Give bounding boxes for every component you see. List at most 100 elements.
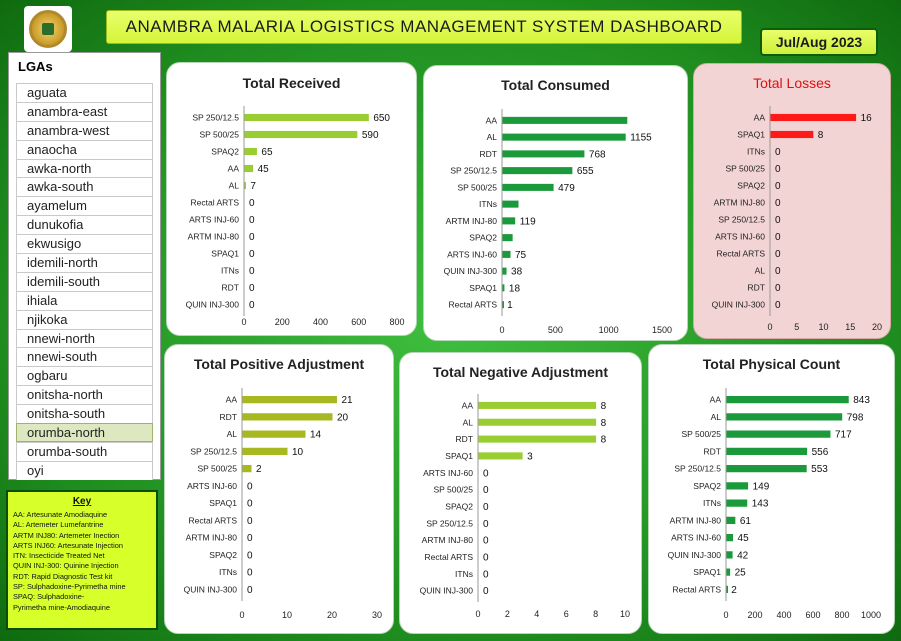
total-received-title: Total Received: [242, 75, 341, 91]
lga-item-orumba-north[interactable]: orumba-north: [16, 423, 153, 442]
data-label: 3: [527, 451, 533, 462]
key-line: AA: Artesunate Amodiaquine: [13, 510, 108, 519]
data-label: 479: [558, 183, 575, 194]
data-label: 8: [601, 418, 607, 429]
category-label: Rectal ARTS: [448, 300, 497, 310]
x-tick-label: 2: [505, 609, 510, 619]
category-label: Rectal ARTS: [672, 584, 721, 594]
total-received-card: Total Received SP 250/12.5 650 SP 500/25 59…: [166, 62, 417, 336]
lga-item-dunukofia[interactable]: dunukofia: [16, 215, 153, 235]
lga-item-aguata[interactable]: aguata: [16, 83, 153, 102]
category-label: QUIN INJ-300: [712, 300, 766, 310]
data-label: 0: [775, 181, 781, 192]
category-label: SP 500/25: [199, 130, 239, 140]
lga-item-orumba-south[interactable]: orumba-south: [16, 441, 153, 461]
bar: [478, 435, 597, 443]
data-label: 0: [775, 215, 781, 226]
data-label: 119: [520, 216, 536, 227]
category-label: SP 500/25: [725, 164, 765, 174]
category-label: QUIN INJ-300: [186, 300, 240, 310]
category-label: SP 500/25: [681, 429, 721, 439]
category-label: AA: [486, 115, 498, 125]
category-label: SPAQ1: [211, 249, 239, 259]
lga-item-idemili-north[interactable]: idemili-north: [16, 253, 153, 272]
bar: [242, 430, 306, 438]
category-label: SPAQ2: [737, 181, 765, 191]
lga-item-ekwusigo[interactable]: ekwusigo: [16, 234, 153, 254]
lga-item-anaocha[interactable]: anaocha: [16, 139, 153, 159]
x-tick-label: 10: [620, 609, 630, 619]
category-label: SPAQ1: [445, 451, 473, 461]
x-tick-label: 0: [239, 610, 244, 620]
data-label: 7: [250, 181, 256, 192]
data-label: 45: [258, 164, 270, 175]
category-label: ARTS INJ-60: [423, 468, 473, 478]
lga-item-onitsha-north[interactable]: onitsha-north: [16, 385, 153, 405]
category-label: Rectal ARTS: [424, 552, 473, 562]
lga-item-anambra-west[interactable]: anambra-west: [16, 120, 153, 140]
category-label: ITNs: [219, 567, 237, 577]
data-label: 8: [601, 435, 607, 446]
lga-item-awka-north[interactable]: awka-north: [16, 158, 153, 178]
lga-item-idemili-south[interactable]: idemili-south: [16, 271, 153, 291]
category-label: SPAQ1: [209, 498, 237, 508]
seal-icon: [29, 10, 67, 48]
category-label: ARTS INJ-60: [187, 481, 237, 491]
lga-item-anambra-east[interactable]: anambra-east: [16, 101, 153, 121]
bar: [726, 585, 728, 593]
data-label: 45: [738, 533, 750, 544]
x-tick-label: 15: [845, 322, 855, 332]
lga-item-nnewi-south[interactable]: nnewi-south: [16, 347, 153, 367]
lga-item-ogbaru[interactable]: ogbaru: [16, 366, 153, 386]
category-label: AL: [755, 266, 766, 276]
bar: [478, 418, 597, 426]
bar: [502, 200, 519, 208]
bar: [502, 267, 507, 275]
data-label: 717: [835, 430, 852, 441]
category-label: SP 250/12.5: [190, 446, 237, 456]
data-label: 0: [483, 569, 489, 580]
category-label: ARTS INJ-60: [447, 249, 497, 259]
lga-item-ihiala[interactable]: ihiala: [16, 290, 153, 310]
bar: [244, 147, 257, 156]
data-label: 42: [737, 550, 749, 561]
data-label: 0: [483, 552, 489, 563]
bar: [502, 217, 516, 225]
data-label: 38: [511, 267, 523, 278]
data-label: 0: [775, 198, 781, 209]
category-label: QUIN INJ-300: [668, 550, 722, 560]
x-tick-label: 200: [275, 317, 290, 327]
data-label: 0: [249, 300, 255, 311]
total-physical-count-card: Total Physical Count AA 843 AL 798 SP 500/25…: [648, 344, 895, 634]
data-label: 0: [249, 249, 255, 260]
category-label: AL: [711, 412, 722, 422]
data-label: 655: [577, 166, 594, 177]
total-consumed-chart: AA AL 1155 RDT 768 SP 250/12.5 655 SP 500/25 479…: [444, 109, 672, 335]
data-label: 553: [811, 464, 828, 475]
category-label: RDT: [222, 283, 239, 293]
bar: [502, 250, 511, 258]
lga-item-ayamelum[interactable]: ayamelum: [16, 196, 153, 216]
lga-item-onitsha-south[interactable]: onitsha-south: [16, 404, 153, 424]
lga-item-nnewi-north[interactable]: nnewi-north: [16, 328, 153, 348]
data-label: 149: [753, 481, 770, 492]
category-label: ITNs: [221, 266, 239, 276]
total-physical-count-chart: AA 843 AL 798 SP 500/25 717 RDT 556 SP 250/12.5 5…: [668, 388, 881, 620]
bar: [726, 465, 807, 473]
lga-item-oyi[interactable]: oyi: [16, 460, 153, 480]
x-tick-label: 400: [776, 610, 791, 620]
data-label: 0: [483, 586, 489, 597]
x-tick-label: 800: [389, 317, 404, 327]
lga-item-awka-south[interactable]: awka-south: [16, 177, 153, 197]
data-label: 768: [589, 149, 606, 160]
data-label: 0: [247, 550, 253, 561]
data-label: 65: [261, 147, 273, 158]
lga-item-njikoka[interactable]: njikoka: [16, 309, 153, 329]
data-label: 0: [249, 215, 255, 226]
category-label: RDT: [480, 149, 497, 159]
x-tick-label: 600: [351, 317, 366, 327]
x-tick-label: 4: [534, 609, 539, 619]
bar: [726, 413, 843, 421]
key-line: AL: Artemeter Lumefantrine: [13, 520, 104, 530]
total-consumed-card: Total Consumed AA AL 1155 RDT 768 SP 250/12.5…: [423, 65, 688, 341]
